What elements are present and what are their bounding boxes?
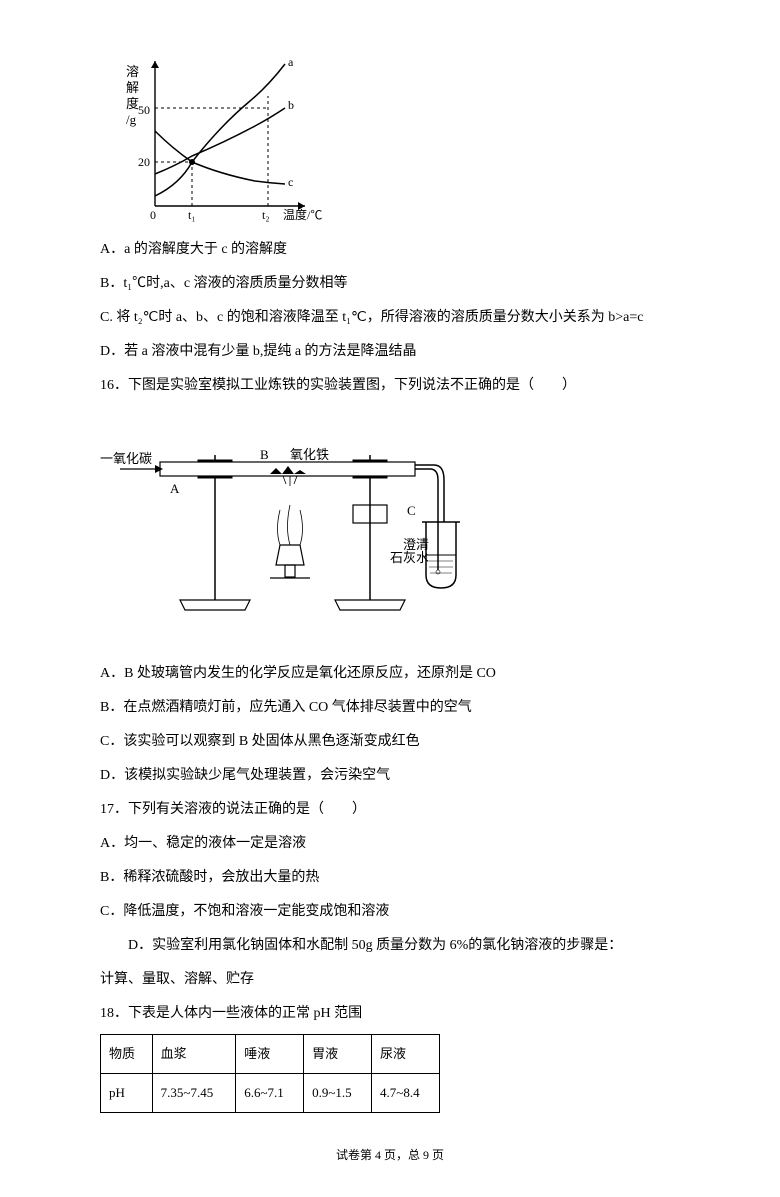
q15-option-B: B．t₁℃时,a、c 溶液的溶质质量分数相等 <box>100 270 680 298</box>
q15-option-A: A．a 的溶解度大于 c 的溶解度 <box>100 236 680 264</box>
q16-option-B: B．在点燃酒精喷灯前，应先通入 CO 气体排尽装置中的空气 <box>100 694 680 722</box>
solubility-svg: 溶 解 度 /g 20 50 0 t₁ t₂ 温度/℃ a <box>110 46 330 226</box>
table-row-header: 物质 血浆 唾液 胃液 尿液 <box>101 1035 440 1074</box>
q17-option-D-suffix: 计算、量取、溶解、贮存 <box>100 966 680 994</box>
td-plasma: 7.35~7.45 <box>152 1074 236 1113</box>
q17-option-D-prefix: D．实验室利用氯化钠固体和水配制 50g 质量分数为 6%的氯化钠溶液的步骤是： <box>100 932 680 960</box>
q16-stem: 16．下图是实验室模拟工业炼铁的实验装置图，下列说法不正确的是（ ） <box>100 372 680 400</box>
q17-stem: 17．下列有关溶液的说法正确的是（ ） <box>100 796 680 824</box>
q15-option-D: D．若 a 溶液中混有少量 b,提纯 a 的方法是降温结晶 <box>100 338 680 366</box>
label-FeO: 氧化铁 <box>290 442 329 468</box>
td-gastric: 0.9~1.5 <box>304 1074 372 1113</box>
th-plasma: 血浆 <box>152 1035 236 1074</box>
svg-text:t₂: t₂ <box>262 208 270 222</box>
q18-stem: 18．下表是人体内一些液体的正常 pH 范围 <box>100 1000 680 1028</box>
page-footer: 试卷第 4 页，总 9 页 <box>100 1143 680 1167</box>
svg-text:/g: /g <box>126 112 137 127</box>
q16-option-D: D．该模拟实验缺少尾气处理装置，会污染空气 <box>100 762 680 790</box>
svg-text:温度/℃: 温度/℃ <box>283 207 322 222</box>
q17-option-A: A．均一、稳定的液体一定是溶液 <box>100 830 680 858</box>
q17-option-B: B．稀释浓硫酸时，会放出大量的热 <box>100 864 680 892</box>
svg-text:c: c <box>288 175 293 189</box>
q16-option-A: A．B 处玻璃管内发生的化学反应是氧化还原反应，还原剂是 CO <box>100 660 680 688</box>
label-A: A <box>170 476 179 502</box>
svg-text:溶: 溶 <box>126 64 139 79</box>
td-saliva: 6.6~7.1 <box>236 1074 304 1113</box>
label-C: C <box>407 498 416 524</box>
th-saliva: 唾液 <box>236 1035 304 1074</box>
th-urine: 尿液 <box>372 1035 440 1074</box>
svg-text:a: a <box>288 55 294 69</box>
solubility-chart: 溶 解 度 /g 20 50 0 t₁ t₂ 温度/℃ a <box>100 46 680 226</box>
svg-text:b: b <box>288 98 294 112</box>
table-row-ph: pH 7.35~7.45 6.6~7.1 0.9~1.5 4.7~8.4 <box>101 1074 440 1113</box>
label-B: B <box>260 442 269 468</box>
svg-text:0: 0 <box>150 208 156 222</box>
td-urine: 4.7~8.4 <box>372 1074 440 1113</box>
svg-text:50: 50 <box>138 103 150 117</box>
iron-apparatus-diagram: 一氧化碳 A B 氧化铁 C 澄清 石灰水 <box>100 410 680 630</box>
exam-page: 溶 解 度 /g 20 50 0 t₁ t₂ 温度/℃ a <box>0 0 780 1197</box>
th-gastric: 胃液 <box>304 1035 372 1074</box>
label-co: 一氧化碳 <box>100 446 152 472</box>
svg-text:解: 解 <box>126 80 139 95</box>
q15-option-C: C. 将 t₂℃时 a、b、c 的饱和溶液降温至 t₁℃，所得溶液的溶质质量分数… <box>100 304 680 332</box>
q17-option-C: C．降低温度，不饱和溶液一定能变成饱和溶液 <box>100 898 680 926</box>
ph-table: 物质 血浆 唾液 胃液 尿液 pH 7.35~7.45 6.6~7.1 0.9~… <box>100 1034 440 1113</box>
svg-text:t₁: t₁ <box>188 208 196 222</box>
svg-text:20: 20 <box>138 155 150 169</box>
th-substance: 物质 <box>101 1035 153 1074</box>
q16-option-C: C．该实验可以观察到 B 处固体从黑色逐渐变成红色 <box>100 728 680 756</box>
label-lime: 澄清 石灰水 <box>390 538 429 564</box>
td-ph-label: pH <box>101 1074 153 1113</box>
